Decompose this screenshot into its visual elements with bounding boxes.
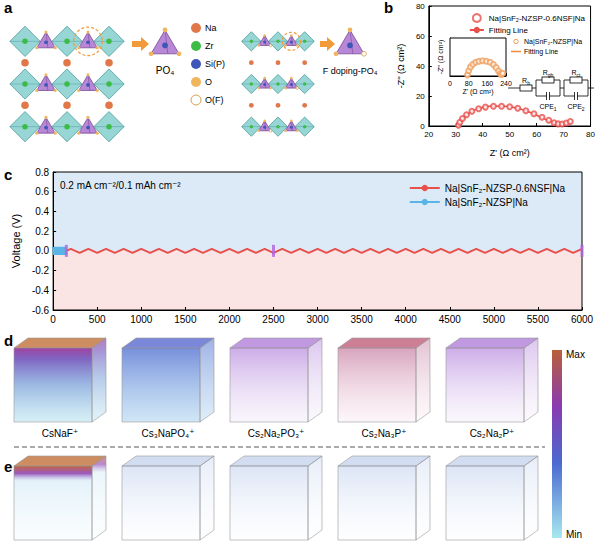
svg-text:0: 0 bbox=[448, 80, 452, 87]
svg-text:Fitting Line: Fitting Line bbox=[489, 26, 529, 35]
svg-text:Na|SnF₂-NZSP-0.6NSF|Na: Na|SnF₂-NZSP-0.6NSF|Na bbox=[445, 183, 566, 194]
svg-text:Na|SnF₂-NZSP-0.6NSF|Na: Na|SnF₂-NZSP-0.6NSF|Na bbox=[489, 14, 586, 23]
svg-text:O: O bbox=[205, 77, 212, 87]
svg-text:240: 240 bbox=[500, 80, 512, 87]
svg-text:PO₄: PO₄ bbox=[156, 65, 175, 76]
svg-text:80: 80 bbox=[586, 130, 595, 139]
svg-text:Na: Na bbox=[205, 23, 217, 33]
svg-text:0.8: 0.8 bbox=[35, 167, 49, 178]
svg-text:50: 50 bbox=[505, 130, 514, 139]
svg-text:Rgb: Rgb bbox=[543, 69, 554, 78]
svg-text:c: c bbox=[4, 166, 12, 183]
svg-text:0.2: 0.2 bbox=[35, 226, 49, 237]
svg-text:Cs₂Na₂PO₃⁺: Cs₂Na₂PO₃⁺ bbox=[248, 428, 305, 439]
svg-text:Rct: Rct bbox=[572, 69, 582, 78]
svg-text:d: d bbox=[4, 332, 13, 349]
svg-text:O(F): O(F) bbox=[205, 95, 224, 105]
svg-text:Cs₂Na₂P⁺: Cs₂Na₂P⁺ bbox=[470, 428, 515, 439]
svg-text:e: e bbox=[4, 458, 12, 475]
svg-text:60: 60 bbox=[416, 32, 425, 41]
svg-text:0.6: 0.6 bbox=[35, 186, 49, 197]
svg-text:a: a bbox=[4, 0, 13, 16]
svg-text:20: 20 bbox=[416, 92, 425, 101]
svg-text:30: 30 bbox=[451, 130, 460, 139]
svg-text:80: 80 bbox=[465, 80, 473, 87]
svg-text:Fitting Line: Fitting Line bbox=[524, 48, 558, 56]
svg-text:Rb: Rb bbox=[522, 77, 530, 86]
svg-text:5500: 5500 bbox=[527, 314, 550, 325]
svg-text:80: 80 bbox=[416, 2, 425, 11]
svg-text:Cs₂Na₃P⁺: Cs₂Na₃P⁺ bbox=[362, 428, 407, 439]
svg-text:3500: 3500 bbox=[351, 314, 374, 325]
svg-text:Z' (Ω cm²): Z' (Ω cm²) bbox=[490, 148, 530, 158]
svg-text:2000: 2000 bbox=[218, 314, 241, 325]
svg-text:-0.2: -0.2 bbox=[32, 265, 50, 276]
svg-text:-Z'' (Ω cm²): -Z'' (Ω cm²) bbox=[437, 40, 445, 75]
svg-text:Cs₃NaPO₄⁺: Cs₃NaPO₄⁺ bbox=[142, 428, 195, 439]
svg-text:1000: 1000 bbox=[130, 314, 153, 325]
svg-text:Voltage (V): Voltage (V) bbox=[10, 214, 22, 268]
svg-text:Max: Max bbox=[566, 349, 585, 360]
svg-text:CPE1: CPE1 bbox=[539, 103, 556, 112]
svg-text:-0.4: -0.4 bbox=[32, 285, 50, 296]
svg-text:40: 40 bbox=[416, 62, 425, 71]
svg-text:4000: 4000 bbox=[395, 314, 418, 325]
svg-text:160: 160 bbox=[481, 80, 493, 87]
svg-text:6000: 6000 bbox=[571, 314, 594, 325]
svg-text:1500: 1500 bbox=[174, 314, 197, 325]
svg-text:Min: Min bbox=[566, 529, 582, 540]
svg-text:CsNaF⁺: CsNaF⁺ bbox=[42, 428, 78, 439]
svg-text:0: 0 bbox=[420, 121, 425, 131]
svg-text:0.2 mA cm⁻²/0.1 mAh cm⁻²: 0.2 mA cm⁻²/0.1 mAh cm⁻² bbox=[60, 180, 181, 191]
svg-text:Zr: Zr bbox=[205, 41, 214, 51]
svg-text:500: 500 bbox=[89, 314, 106, 325]
svg-text:2500: 2500 bbox=[262, 314, 285, 325]
svg-text:20: 20 bbox=[424, 130, 433, 139]
svg-text:0.0: 0.0 bbox=[35, 245, 49, 256]
svg-text:5000: 5000 bbox=[483, 314, 506, 325]
svg-text:Na|SnF₂-NZSP|Na: Na|SnF₂-NZSP|Na bbox=[445, 197, 528, 208]
svg-text:0.4: 0.4 bbox=[35, 206, 49, 217]
svg-text:-0.6: -0.6 bbox=[32, 305, 50, 316]
svg-text:40: 40 bbox=[478, 130, 487, 139]
svg-text:4500: 4500 bbox=[439, 314, 462, 325]
svg-text:CPE2: CPE2 bbox=[567, 103, 584, 112]
svg-text:b: b bbox=[384, 0, 393, 16]
svg-text:60: 60 bbox=[532, 130, 541, 139]
svg-text:Si(P): Si(P) bbox=[205, 59, 225, 69]
svg-text:0: 0 bbox=[50, 314, 56, 325]
svg-text:Z' (Ω cm²): Z' (Ω cm²) bbox=[462, 88, 493, 96]
svg-text:3000: 3000 bbox=[306, 314, 329, 325]
svg-text:-Z'' (Ω cm²): -Z'' (Ω cm²) bbox=[396, 44, 406, 89]
svg-text:70: 70 bbox=[559, 130, 568, 139]
svg-text:F doping-PO₄: F doping-PO₄ bbox=[323, 66, 378, 76]
svg-text:Na|SnF₂-NZSP|Na: Na|SnF₂-NZSP|Na bbox=[524, 38, 582, 46]
